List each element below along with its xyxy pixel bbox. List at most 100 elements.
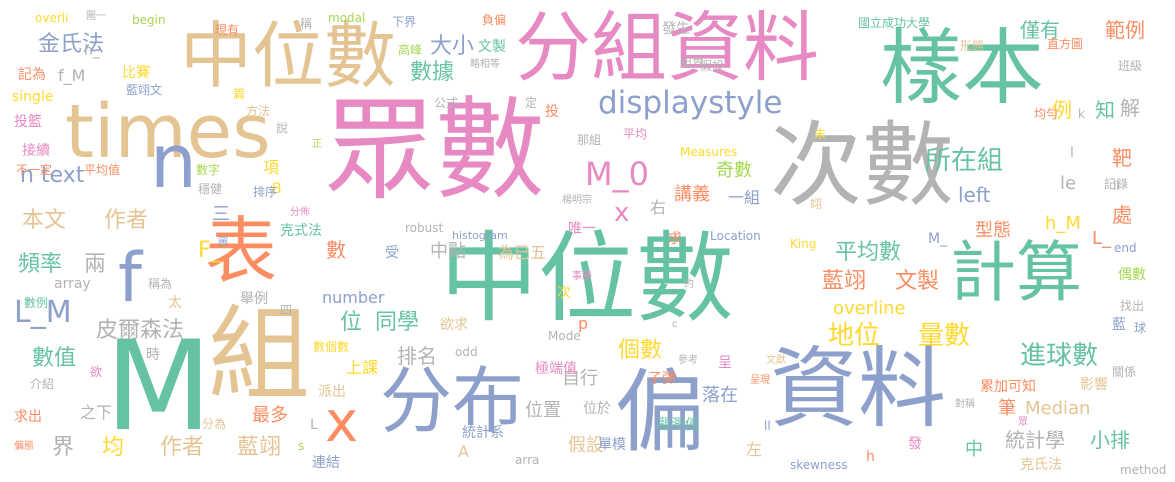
word: 排序 — [253, 185, 278, 199]
word: B — [272, 181, 282, 197]
word: 班級 — [1118, 59, 1143, 73]
word: 數 — [326, 238, 346, 262]
word: 中位數 — [440, 222, 735, 336]
word: 子彈 — [648, 371, 676, 387]
word: 找出 — [1120, 299, 1145, 313]
word: s — [298, 439, 305, 453]
word: robust — [405, 221, 444, 235]
word: n — [150, 119, 197, 205]
word: 球 — [1134, 321, 1147, 335]
word: 高峰 — [398, 43, 423, 57]
word: times — [65, 89, 271, 175]
word: k — [1078, 107, 1085, 121]
word: 金氏法 — [38, 32, 105, 57]
word: 作者 — [104, 208, 149, 233]
word: Mode — [548, 329, 581, 343]
word: 投籃 — [14, 114, 42, 130]
word: 形態 — [960, 39, 985, 53]
word: 圖 — [218, 237, 228, 248]
word: 均 — [102, 435, 125, 460]
word: displaystyle — [598, 85, 783, 121]
word: 次數 — [770, 112, 955, 219]
word: 數例 — [24, 296, 49, 310]
word: left — [958, 183, 991, 207]
word: x — [614, 198, 630, 228]
word: 分布 — [380, 359, 525, 443]
word: single — [12, 89, 54, 105]
word: 說 — [276, 121, 289, 135]
word: Measures — [680, 145, 738, 159]
word: 平均值 — [84, 163, 121, 177]
word: 處 — [1112, 203, 1132, 227]
word: c — [672, 319, 678, 330]
word: L_M — [14, 295, 72, 330]
word: overline — [833, 298, 906, 319]
word: 太 — [168, 295, 182, 311]
word: 文製 — [478, 39, 506, 55]
word: 型態 — [975, 220, 1011, 241]
word: 假設 — [700, 59, 725, 73]
word: 統計學 — [1005, 428, 1065, 452]
word: 定 — [525, 96, 538, 110]
word: p — [578, 314, 589, 333]
word: 數字 — [196, 163, 221, 177]
word: II — [1113, 179, 1121, 193]
word: 發 — [908, 436, 922, 452]
word: 藍翊 — [237, 435, 282, 460]
word: 右 — [650, 198, 667, 217]
word: 皮爾森法 — [96, 318, 185, 343]
word: M_0 — [585, 155, 649, 193]
word: 組界 — [680, 56, 705, 70]
word: modal — [328, 11, 366, 25]
word: 組 — [208, 296, 310, 415]
word: 接續 — [22, 143, 50, 159]
word: 分佈 — [290, 207, 310, 218]
word: 偏 — [615, 360, 705, 465]
word: skewness — [790, 458, 848, 472]
word: 介紹 — [30, 377, 55, 391]
word: 呈現 — [750, 375, 770, 386]
word: 量數 — [918, 321, 971, 351]
word: 現有 — [215, 23, 240, 37]
word: 約 — [684, 279, 694, 290]
word: 方法 — [246, 104, 271, 118]
word: 欲求 — [440, 317, 468, 333]
word: 位 — [340, 310, 363, 335]
word: 作者 — [160, 435, 205, 460]
word: 正 — [312, 139, 322, 150]
word: 呈 — [718, 355, 732, 371]
word: h_ — [84, 43, 100, 59]
word: 最多 — [252, 405, 288, 426]
word: 中 — [965, 439, 983, 460]
word: 講義 — [674, 184, 710, 205]
word: 關係 — [1112, 365, 1137, 379]
word: 計算 — [950, 234, 1082, 311]
word: 統計系 — [462, 425, 504, 441]
word: 略相等 — [470, 59, 500, 70]
word: 例 — [1052, 98, 1072, 122]
word: A — [458, 442, 469, 461]
word: 數據 — [410, 60, 455, 85]
word: 同學 — [375, 310, 420, 335]
word: 極端值 — [535, 361, 577, 377]
word: 範例 — [1105, 18, 1145, 42]
word: 事勝 — [572, 271, 592, 282]
word: begin — [132, 13, 166, 27]
word: 楊明宗 — [562, 195, 592, 206]
word: 表 — [205, 209, 278, 293]
word: 三 — [212, 204, 230, 225]
word: 文製 — [895, 269, 940, 294]
word: 小排 — [1090, 428, 1130, 452]
word: 記為 — [18, 67, 46, 83]
word: Median — [1025, 398, 1091, 419]
word: end — [1114, 241, 1137, 255]
word: arra — [515, 453, 540, 467]
word: 稱為 — [148, 277, 173, 291]
word: 穩健 — [198, 182, 223, 196]
word: 圖一 — [86, 11, 106, 22]
word: 樣本 — [880, 21, 1045, 116]
word: 負偏 — [482, 13, 507, 27]
word: L — [310, 417, 318, 433]
word: 上課 — [346, 358, 379, 377]
